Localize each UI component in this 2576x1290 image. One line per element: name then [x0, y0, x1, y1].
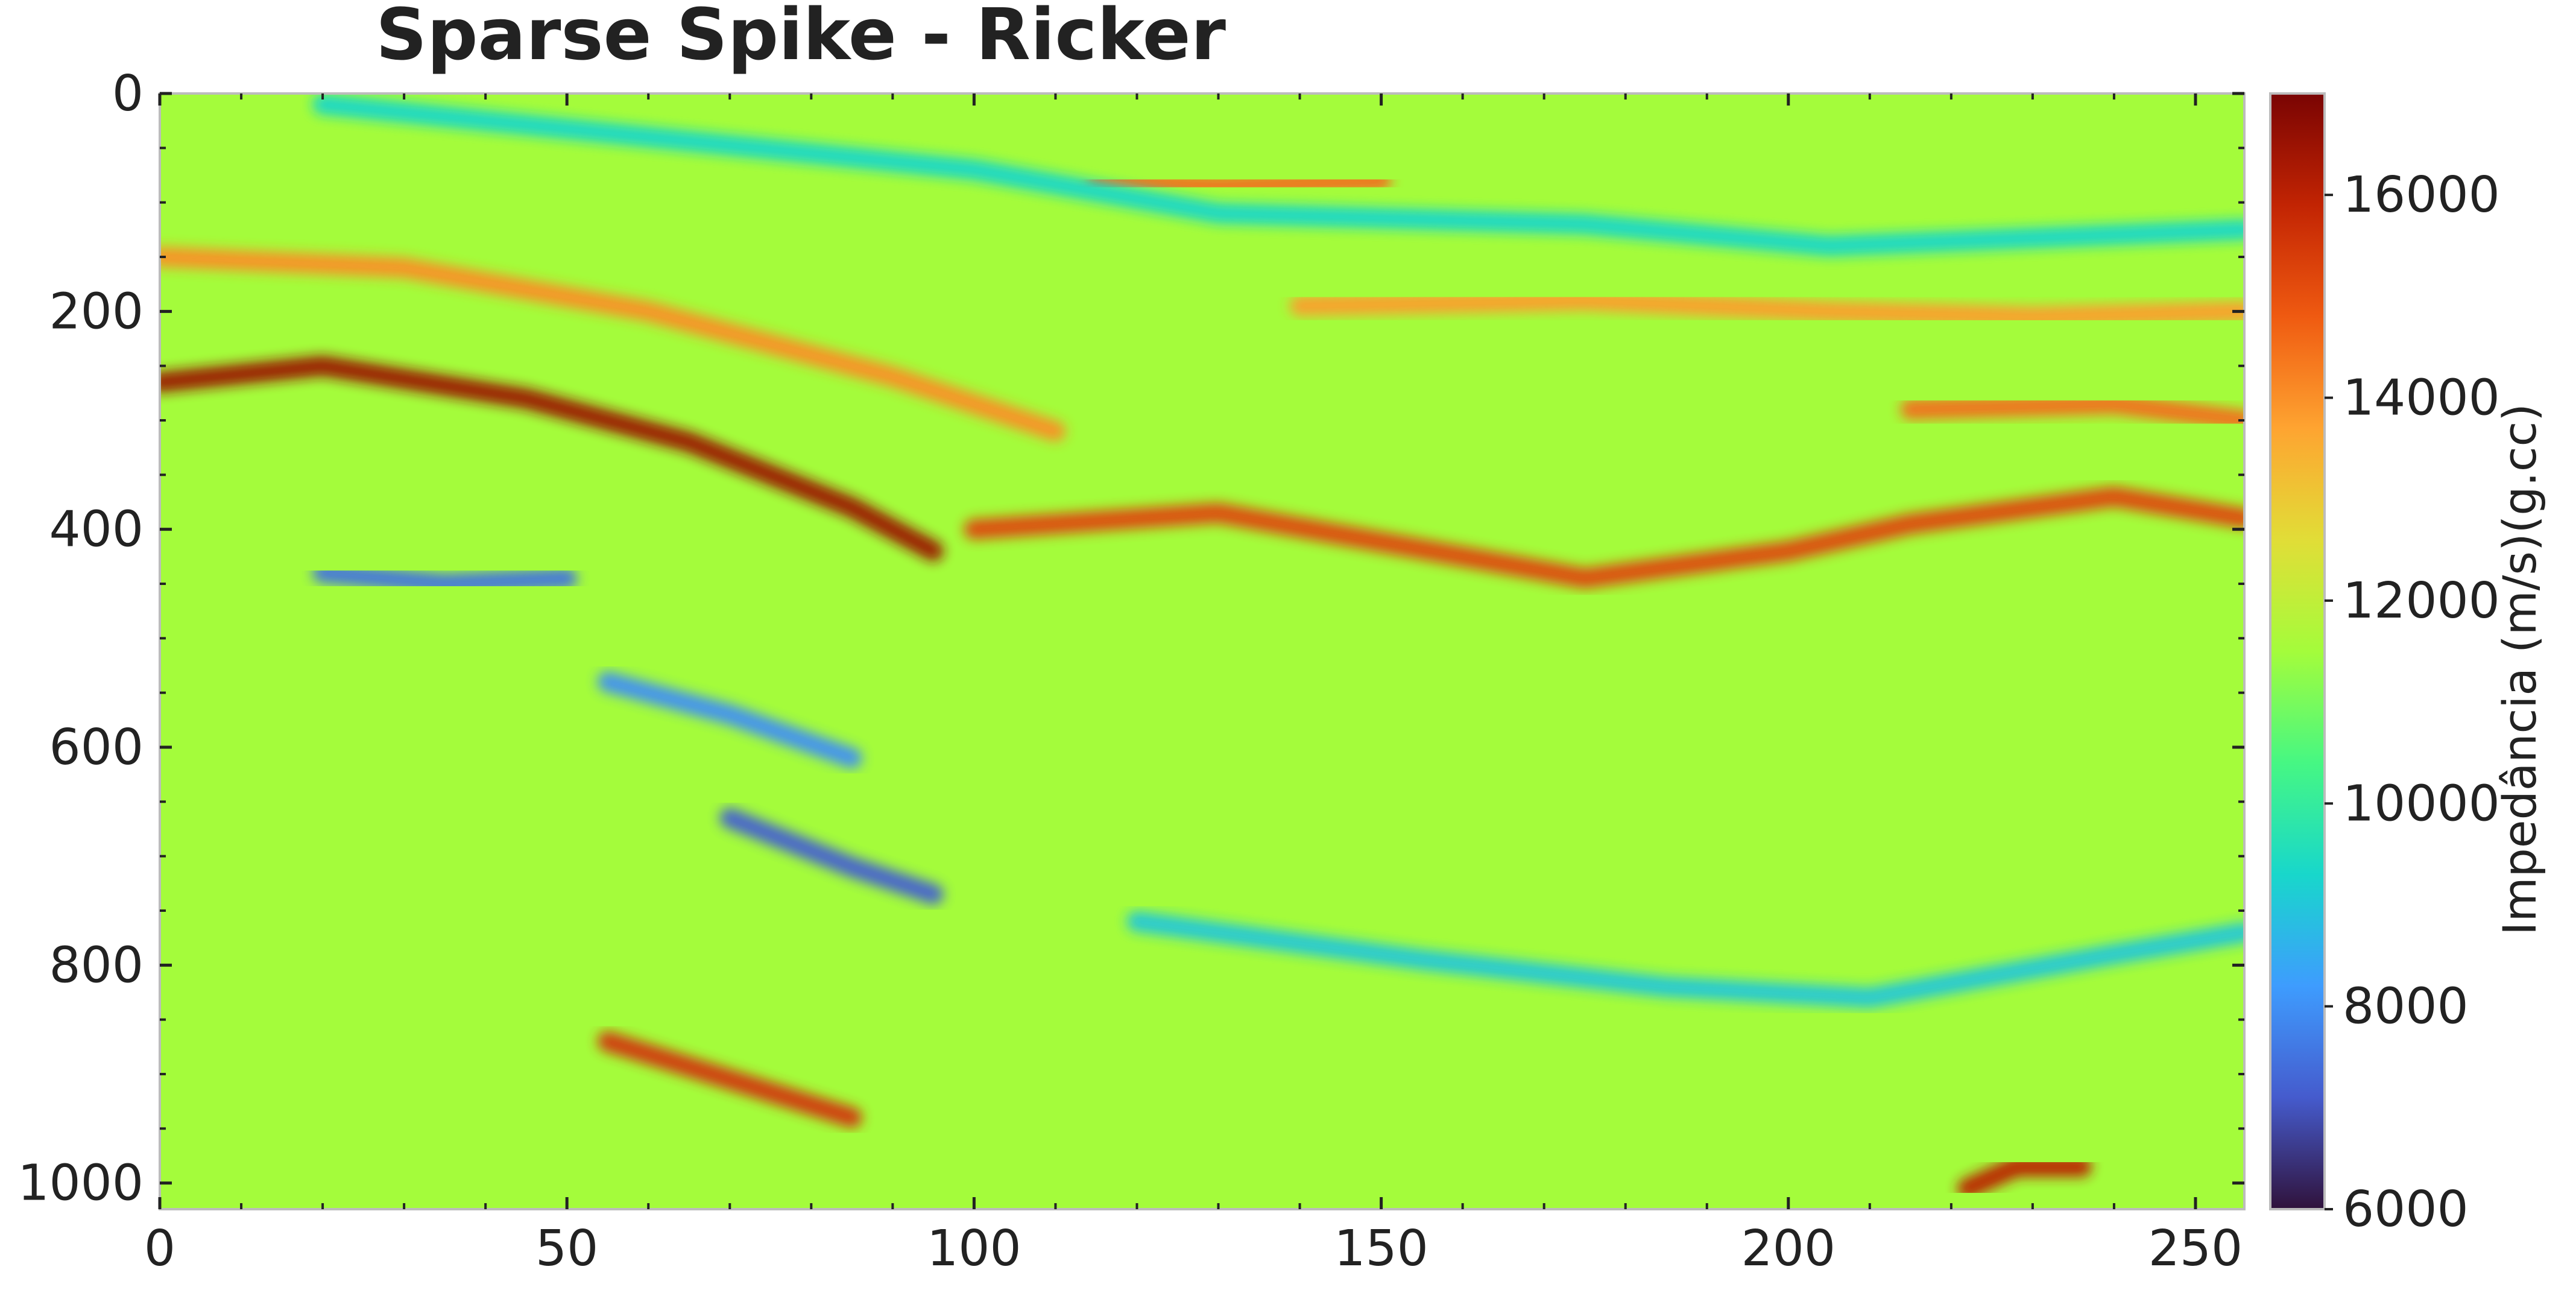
colorbar-label: Impedância (m/s)(g.cc) [2493, 403, 2546, 935]
colorbar-tick-label: 16000 [2343, 166, 2500, 224]
colorbar-tick-label: 8000 [2343, 978, 2469, 1035]
heatmap-features [160, 94, 2244, 1199]
x-tick-label: 0 [144, 1220, 175, 1277]
x-tick-label: 150 [1334, 1220, 1428, 1277]
y-tick-label: 400 [49, 501, 144, 558]
y-tick-label: 0 [112, 65, 144, 122]
heatmap-feature [719, 808, 944, 905]
heatmap-feature [597, 671, 862, 769]
heatmap-feature [160, 247, 1066, 442]
y-tick-label: 1000 [17, 1155, 144, 1212]
heatmap-background [160, 93, 2244, 1209]
heatmap-feature [597, 1031, 862, 1128]
colorbar-tick-label: 10000 [2343, 775, 2500, 832]
x-tick-label: 200 [1741, 1220, 1836, 1277]
x-axis: 0 50 100 150 200 250 [144, 93, 2243, 1277]
heatmap-feature [312, 562, 578, 594]
heatmap-feature [1085, 170, 1392, 197]
heatmap-feature [160, 355, 944, 561]
y-tick-label: 600 [49, 719, 144, 776]
plot-area [159, 92, 2246, 1210]
plot-frame [159, 92, 2246, 1210]
x-tick-label: 50 [535, 1220, 598, 1277]
heatmap-feature [964, 486, 2244, 589]
y-axis: 0 200 400 600 800 1000 [17, 65, 2244, 1212]
heatmap-feature [1126, 911, 2244, 1008]
y-tick-label: 200 [49, 283, 144, 340]
colorbar: 6000 8000 10000 12000 14000 16000 [2269, 92, 2500, 1238]
heatmap-feature [1900, 393, 2244, 431]
colorbar-tick-label: 6000 [2343, 1181, 2469, 1238]
colorbar-tick-label: 14000 [2343, 370, 2500, 427]
heatmap-feature [1289, 290, 2244, 327]
heatmap-feature [1957, 1156, 2092, 1199]
chart-title: Sparse Spike - Ricker [376, 0, 1226, 76]
x-tick-label: 250 [2148, 1220, 2243, 1277]
heatmap-feature [312, 94, 2244, 256]
y-tick-label: 800 [49, 937, 144, 994]
colorbar-tick-label: 12000 [2343, 572, 2500, 630]
colorbar-bar [2269, 92, 2326, 1210]
x-tick-label: 100 [927, 1220, 1021, 1277]
